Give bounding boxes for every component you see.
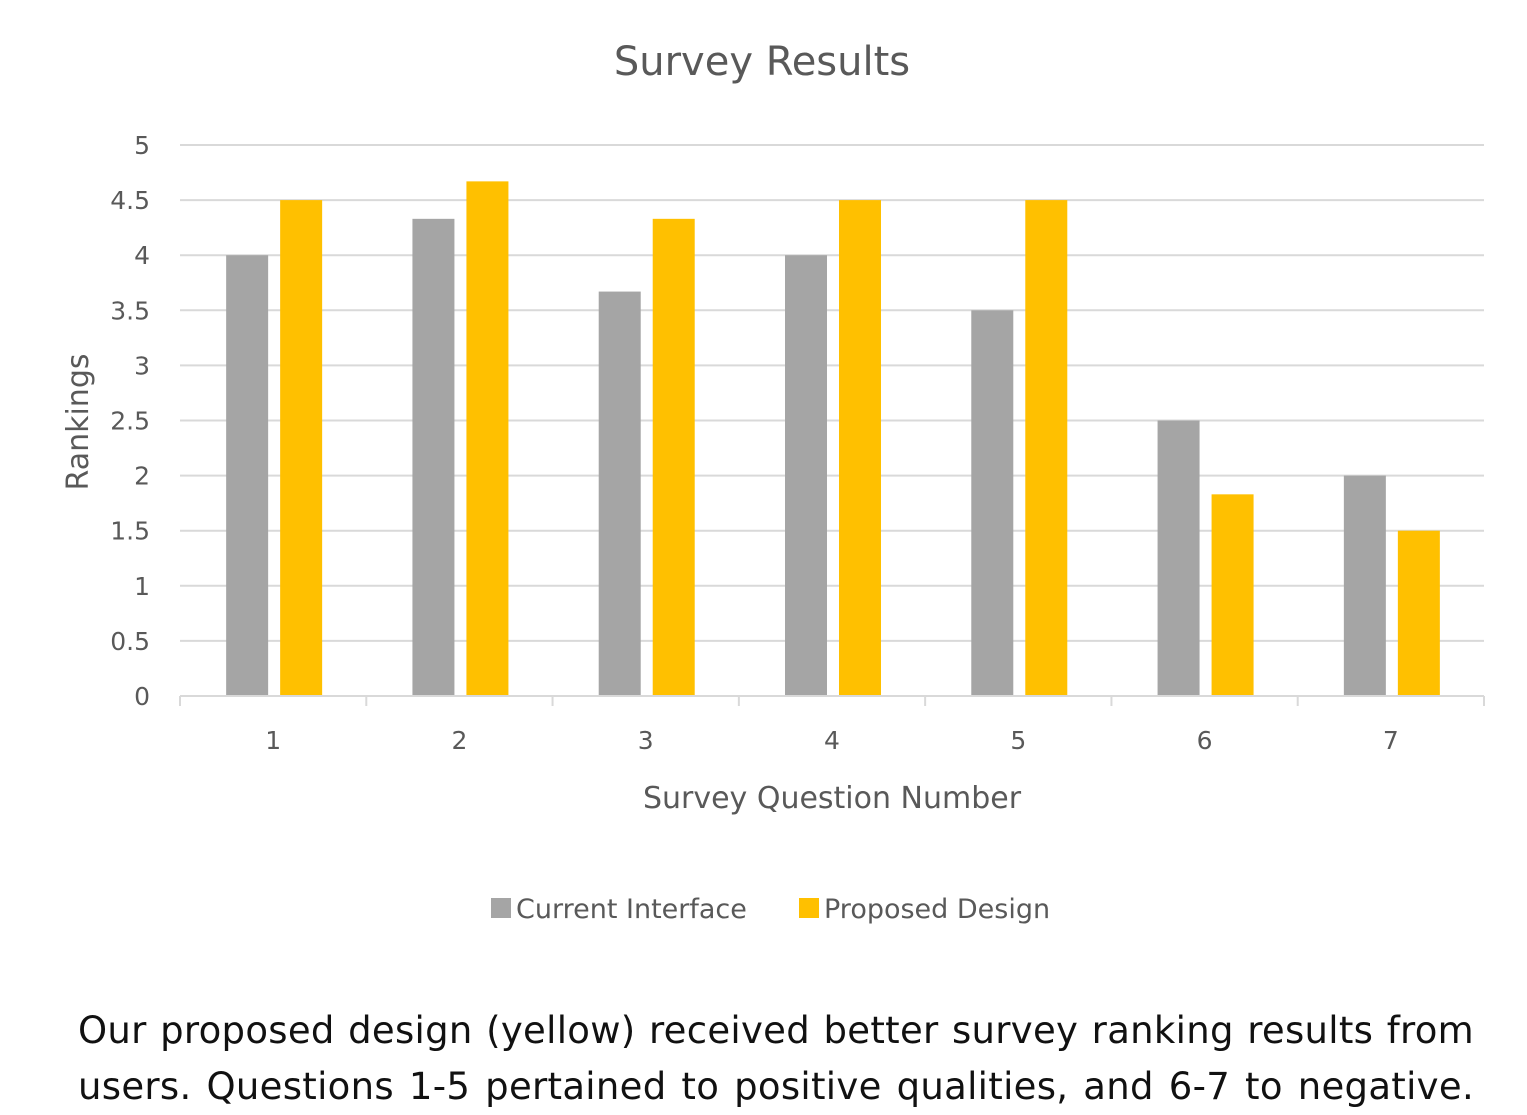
y-tick-label: 0 xyxy=(134,682,150,711)
bar-proposed-design-q5 xyxy=(1025,200,1068,696)
bars xyxy=(226,181,1440,697)
y-tick-label: 3 xyxy=(134,351,150,380)
figure-caption: Our proposed design (yellow) received be… xyxy=(78,1003,1474,1115)
y-tick-label: 3.5 xyxy=(110,296,150,325)
y-tick-label: 1.5 xyxy=(110,517,150,546)
x-tick-label: 1 xyxy=(265,726,281,755)
x-tick-label: 3 xyxy=(638,726,654,755)
bar-current-interface-q4 xyxy=(785,255,827,696)
x-tick-label: 4 xyxy=(824,726,840,755)
x-tick-label: 2 xyxy=(451,726,467,755)
x-tick-label: 5 xyxy=(1010,726,1026,755)
x-tick-labels: 1 2 3 4 5 6 7 xyxy=(265,726,1399,755)
bar-proposed-design-q7 xyxy=(1397,530,1440,696)
bar-current-interface-q3 xyxy=(598,291,641,696)
x-axis xyxy=(179,695,1485,706)
bar-proposed-design-q1 xyxy=(280,200,323,696)
caption-line-2: users. Questions 1-5 pertained to positi… xyxy=(78,1065,1474,1108)
y-tick-label: 2.5 xyxy=(110,407,150,436)
x-tick-label: 6 xyxy=(1197,726,1213,755)
bar-proposed-design-q3 xyxy=(652,218,695,697)
y-tick-label: 2 xyxy=(134,462,150,491)
y-tick-label: 4.5 xyxy=(110,186,150,215)
bar-current-interface-q6 xyxy=(1157,420,1200,696)
y-tick-label: 0.5 xyxy=(110,627,150,656)
legend-swatch xyxy=(491,898,511,918)
chart-title: Survey Results xyxy=(614,39,910,85)
bar-current-interface-q5 xyxy=(971,310,1014,696)
legend-swatch xyxy=(799,898,819,918)
legend-label: Current Interface xyxy=(516,894,747,925)
bar-proposed-design-q4 xyxy=(839,200,881,696)
caption-line-1: Our proposed design (yellow) received be… xyxy=(78,1009,1474,1052)
x-axis-label: Survey Question Number xyxy=(643,781,1022,816)
y-tick-label: 5 xyxy=(134,131,150,160)
bar-chart: Survey Results 0 0.5 1 1.5 2 2.5 3 3.5 4 4.5 5 1 2 3… xyxy=(61,39,1485,925)
chart-container: Survey Results 0 0.5 1 1.5 2 2.5 3 3.5 4 4.5 5 1 2 3… xyxy=(61,39,1485,925)
bar-current-interface-q7 xyxy=(1343,475,1386,696)
legend: Current Interface Proposed Design xyxy=(491,894,1050,925)
y-tick-label: 4 xyxy=(134,241,150,270)
bar-proposed-design-q2 xyxy=(466,181,509,697)
y-tick-labels: 0 0.5 1 1.5 2 2.5 3 3.5 4 4.5 5 xyxy=(110,131,150,711)
x-tick-label: 7 xyxy=(1383,726,1399,755)
legend-label: Proposed Design xyxy=(824,894,1050,925)
gridlines xyxy=(180,144,1484,642)
bar-current-interface-q1 xyxy=(226,255,269,696)
bar-current-interface-q2 xyxy=(412,218,455,697)
y-tick-label: 1 xyxy=(134,572,150,601)
y-axis-label: Rankings xyxy=(61,354,96,491)
bar-proposed-design-q6 xyxy=(1211,494,1254,696)
